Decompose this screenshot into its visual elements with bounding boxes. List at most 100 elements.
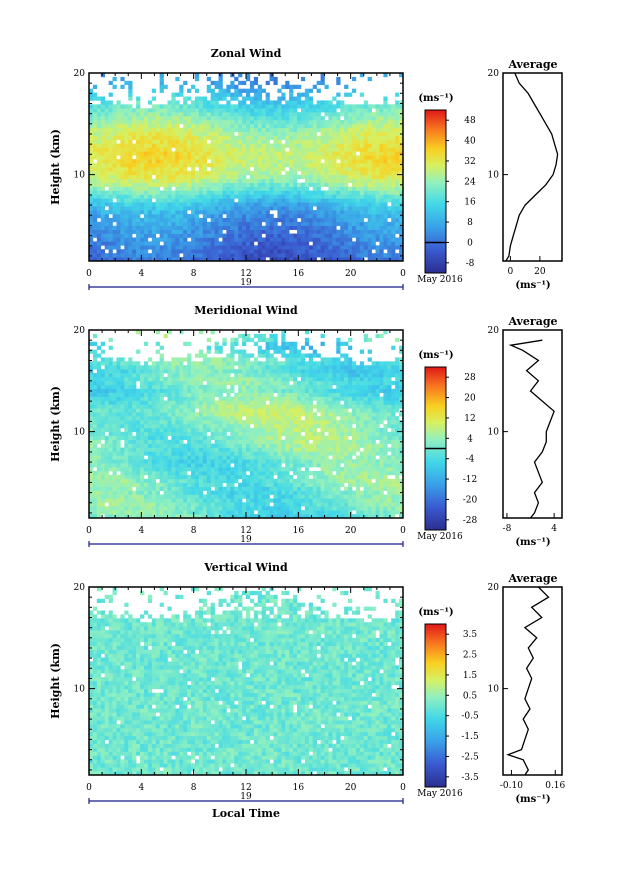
y-tick-label: 20 [74, 583, 86, 593]
y-tick-label: 10 [74, 171, 86, 181]
colorbar-tick-label: 1.5 [463, 671, 478, 681]
x-tick-label: 16 [293, 269, 305, 279]
day-label: 19 [240, 535, 252, 545]
profile-line [505, 72, 559, 262]
x-tick-label: 20 [345, 526, 357, 536]
colorbar-tick-label: -20 [463, 495, 478, 505]
y-axis-label: Height (km) [49, 643, 62, 719]
x-tick-label: 12 [240, 783, 251, 793]
x-tick-label: 4 [138, 526, 144, 536]
colorbar-tick-label: -28 [463, 516, 478, 526]
y-tick-label: 20 [74, 69, 86, 79]
colorbar-tick-label: 16 [464, 198, 476, 208]
colorbar-tick-label: 0 [467, 238, 473, 248]
x-tick-label: 12 [240, 269, 251, 279]
heatmap-cells [89, 73, 404, 262]
x-tick-label: 0 [400, 783, 406, 793]
colorbar-unit: (ms⁻¹) [418, 607, 453, 618]
x-tick-label: 4 [138, 783, 144, 793]
colorbar-tick-label: -4 [466, 455, 475, 465]
x-tick-label: 8 [191, 269, 197, 279]
profile-y-tick-label: 10 [488, 428, 500, 438]
x-axis-label: Local Time [212, 807, 280, 820]
profile-x-tick-label: 4 [551, 524, 557, 534]
colorbar-unit: (ms⁻¹) [418, 350, 453, 361]
y-tick-label: 20 [74, 326, 86, 336]
panel-meridional-wind: Meridional Wind 10 20 Height (km) 0 4 8 12 16 20 0… [49, 304, 563, 548]
y-axis-label: Height (km) [49, 129, 62, 205]
profile-x-tick-label: -8 [503, 524, 512, 534]
y-tick-label: 10 [74, 428, 86, 438]
profile-x-tick-label: 20 [534, 267, 546, 277]
colorbar-tick-label: -2.5 [461, 752, 479, 762]
x-tick-label: 16 [293, 783, 305, 793]
profile-frame [502, 586, 563, 776]
x-tick-label: 0 [86, 526, 92, 536]
profile-y-tick-label: 20 [488, 69, 500, 79]
colorbar-tick-label: 28 [464, 373, 476, 383]
profile-unit: (ms⁻¹) [515, 537, 550, 548]
x-tick-label: 0 [400, 269, 406, 279]
panel-title: Zonal Wind [211, 47, 282, 60]
colorbar-tick-label: 48 [464, 116, 476, 126]
profile-x-tick-label: 0 [508, 267, 514, 277]
x-tick-label: 12 [240, 526, 251, 536]
colorbar-tick-label: -0.5 [461, 712, 479, 722]
colorbar-tick-label: 32 [464, 157, 475, 167]
profile-y-tick-label: 20 [488, 583, 500, 593]
x-tick-label: 0 [400, 526, 406, 536]
y-axis-label: Height (km) [49, 386, 62, 462]
profile-x-tick-label: 0.16 [545, 781, 565, 791]
x-tick-label: 20 [345, 269, 357, 279]
colorbar-tick-label: 24 [464, 177, 476, 187]
panel-vertical-wind: Vertical Wind 10 20 Height (km) 0 4 8 12 16 20 0 19… [49, 561, 566, 820]
date-label: May 2016 [417, 789, 463, 799]
day-label: 19 [240, 792, 252, 802]
x-tick-label: 0 [86, 783, 92, 793]
profile-title: Average [507, 572, 557, 585]
heatmap-cells [89, 330, 404, 519]
date-label: May 2016 [417, 275, 463, 285]
colorbar-tick-label: 20 [464, 394, 476, 404]
colorbar-tick-label: 12 [464, 414, 475, 424]
x-tick-label: 4 [138, 269, 144, 279]
colorbar-tick-label: 2.5 [463, 651, 478, 661]
colorbar [424, 109, 447, 274]
heatmap-cells [89, 587, 404, 776]
profile-frame [502, 329, 563, 519]
x-tick-label: 20 [345, 783, 357, 793]
profile-frame [502, 72, 563, 262]
colorbar-tick-label: -8 [466, 259, 475, 269]
x-tick-label: 8 [191, 783, 197, 793]
colorbar-tick-label: 40 [464, 137, 476, 147]
profile-y-tick-label: 20 [488, 326, 500, 336]
colorbar-tick-label: 8 [467, 218, 473, 228]
colorbar-tick-label: -12 [463, 475, 478, 485]
profile-unit: (ms⁻¹) [515, 280, 550, 291]
profile-x-tick-label: -0.10 [500, 781, 523, 791]
profile-y-tick-label: 10 [488, 171, 500, 181]
panel-title: Meridional Wind [194, 304, 298, 317]
y-tick-label: 10 [74, 685, 86, 695]
colorbar-tick-label: 0.5 [463, 691, 478, 701]
panel-title: Vertical Wind [203, 561, 288, 574]
profile-title: Average [507, 315, 557, 328]
colorbar-tick-label: 3.5 [463, 630, 478, 640]
colorbar-tick-label: 4 [467, 434, 473, 444]
date-label: May 2016 [417, 532, 463, 542]
profile-line [508, 339, 555, 519]
colorbar-tick-label: -1.5 [461, 732, 479, 742]
day-label: 19 [240, 278, 252, 288]
x-tick-label: 16 [293, 526, 305, 536]
profile-title: Average [507, 58, 557, 71]
profile-unit: (ms⁻¹) [515, 794, 550, 805]
colorbar-unit: (ms⁻¹) [418, 93, 453, 104]
profile-line [506, 586, 550, 776]
x-tick-label: 8 [191, 526, 197, 536]
profile-y-tick-label: 10 [488, 685, 500, 695]
x-tick-label: 0 [86, 269, 92, 279]
colorbar-tick-label: -3.5 [461, 773, 479, 783]
colorbar [424, 623, 447, 788]
